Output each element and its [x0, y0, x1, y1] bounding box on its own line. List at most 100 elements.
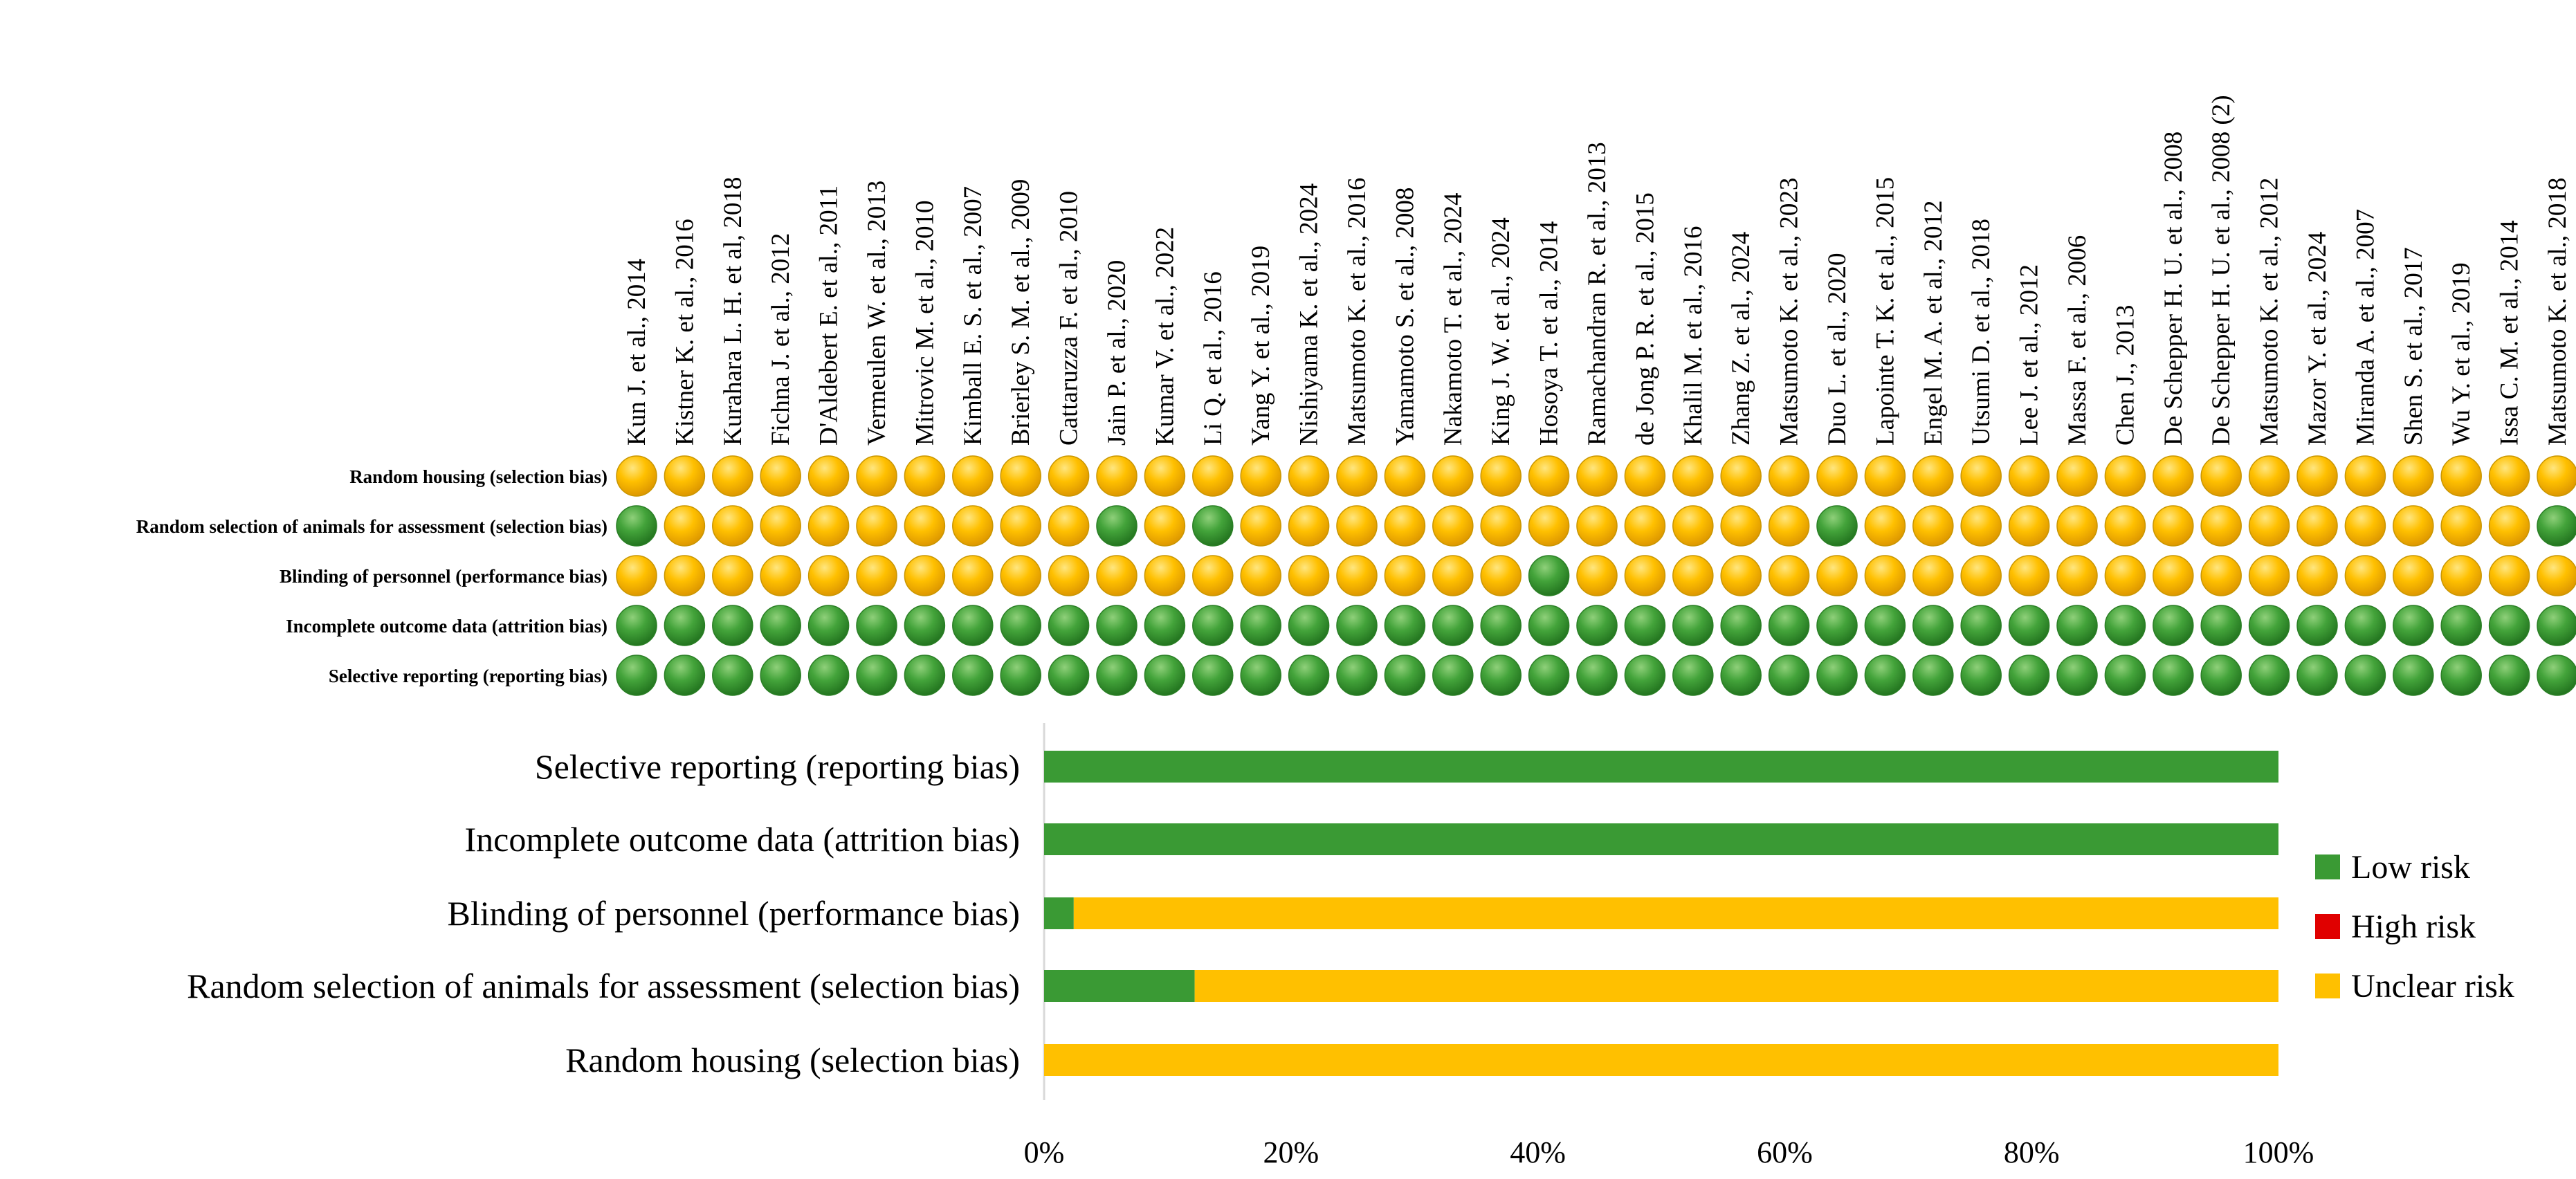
rating-dot-unclear	[616, 455, 657, 497]
graph-category-label: Blinding of personnel (performance bias)	[447, 894, 1020, 933]
study-label: Matsumoto K. et al., 2018	[2543, 178, 2572, 446]
rating-dot-unclear	[1384, 505, 1426, 547]
rating-dot-unclear	[2296, 455, 2338, 497]
rating-dot-low	[904, 655, 946, 696]
rating-dot-unclear	[2056, 555, 2098, 596]
rating-dot-unclear	[1816, 455, 1858, 497]
bar-low	[1044, 970, 1195, 1002]
study-label: Nakamoto T. et al., 2024	[1439, 193, 1468, 446]
study-label: Engel M. A. et al., 2012	[1919, 200, 1948, 446]
rating-dot-low	[1192, 605, 1234, 646]
rating-dot-low	[1960, 605, 2002, 646]
rating-dot-unclear	[1720, 555, 1762, 596]
rating-dot-unclear	[2008, 455, 2050, 497]
rating-dot-unclear	[2104, 555, 2146, 596]
rating-dot-low	[1864, 655, 1906, 696]
rating-dot-unclear	[1288, 455, 1330, 497]
rating-dot-low	[1624, 605, 1666, 646]
study-label: Kun J. et al., 2014	[623, 259, 651, 446]
rating-dot-low	[2296, 655, 2338, 696]
rating-dot-unclear	[1768, 455, 1810, 497]
rating-dot-unclear	[2344, 455, 2386, 497]
study-label: de Jong P. R. et al., 2015	[1631, 192, 1659, 446]
rating-dot-unclear	[760, 505, 801, 547]
rating-dot-low	[2344, 655, 2386, 696]
rating-dot-unclear	[1624, 555, 1666, 596]
rating-dot-unclear	[1576, 455, 1618, 497]
study-label: Shen S. et al., 2017	[2400, 247, 2428, 446]
study-label: Issa C. M. et al., 2014	[2496, 220, 2524, 446]
study-label: Yang Y. et al., 2019	[1247, 246, 1275, 446]
rating-dot-unclear	[1000, 455, 1041, 497]
graph-category-label: Selective reporting (reporting bias)	[535, 747, 1020, 786]
rating-dot-low	[1528, 655, 1570, 696]
rating-dot-low	[760, 605, 801, 646]
rating-dot-unclear	[807, 555, 850, 596]
rating-dot-unclear	[1384, 555, 1426, 596]
rating-dot-low	[1096, 605, 1138, 646]
study-label: Duo L. et al., 2020	[1823, 253, 1852, 446]
rating-dot-unclear	[2153, 505, 2194, 547]
rating-dot-unclear	[807, 455, 850, 497]
rating-dot-low	[2008, 655, 2050, 696]
rating-dot-unclear	[2104, 505, 2146, 547]
rating-dot-unclear	[1480, 505, 1522, 547]
rating-dot-low	[760, 655, 801, 696]
graph-category-label: Random housing (selection bias)	[565, 1041, 1020, 1079]
rating-dot-unclear	[2008, 505, 2050, 547]
bar-low	[1044, 751, 2278, 783]
risk-of-bias-graph: Selective reporting (reporting bias) Inco…	[187, 723, 2514, 1169]
study-label: Miranda A. et al., 2007	[2351, 209, 2379, 446]
rating-dot-unclear	[1912, 455, 1954, 497]
rating-dot-low	[2393, 655, 2434, 696]
rating-dot-unclear	[856, 555, 897, 596]
study-label: Li Q. et al., 2016	[1199, 271, 1227, 446]
rating-dot-unclear	[1864, 555, 1906, 596]
rating-dot-low	[1528, 605, 1570, 646]
study-label: Nishiyama K. et al., 2024	[1295, 183, 1324, 446]
rating-dot-low	[2056, 605, 2098, 646]
study-label: De Schepper H. U. et al., 2008 (2)	[2207, 95, 2236, 446]
rating-dot-low	[1336, 655, 1378, 696]
rating-dot-unclear	[1720, 455, 1762, 497]
rating-dot-unclear	[1192, 455, 1234, 497]
rating-dot-low	[2296, 605, 2338, 646]
rating-dot-low	[1048, 655, 1090, 696]
bar-low	[1044, 823, 2278, 855]
rating-dot-low	[1480, 655, 1522, 696]
rating-dot-unclear	[2344, 505, 2386, 547]
graph-category-label: Random selection of animals for assessme…	[187, 967, 1020, 1005]
rating-dot-low	[2537, 505, 2576, 547]
rating-dot-unclear	[2296, 555, 2338, 596]
rating-dot-unclear	[2248, 455, 2290, 497]
rating-dot-unclear	[1240, 555, 1281, 596]
rating-dot-low	[1336, 605, 1378, 646]
rating-dot-unclear	[1816, 555, 1858, 596]
rating-dot-unclear	[2440, 555, 2482, 596]
study-label: Vermeulen W. et al., 2013	[863, 181, 891, 446]
graph-bars	[1044, 751, 2278, 1076]
graph-tick-labels: 0% 20% 40% 60% 80% 100%	[1024, 1135, 2314, 1169]
bar-unclear	[1073, 897, 2278, 929]
rating-dot-low	[1432, 655, 1474, 696]
study-label: Mitrovic M. et al., 2010	[911, 200, 939, 446]
rating-dot-low	[1240, 605, 1281, 646]
rating-dot-unclear	[2153, 555, 2194, 596]
rating-dot-low	[807, 655, 850, 696]
rating-dot-unclear	[807, 505, 850, 547]
graph-tick-label: 20%	[1263, 1135, 1319, 1169]
rating-dot-low	[1096, 505, 1138, 547]
rating-dot-unclear	[2393, 455, 2434, 497]
rating-dot-low	[2488, 605, 2530, 646]
rating-dot-unclear	[712, 505, 753, 547]
legend-swatch-unclear	[2315, 974, 2340, 998]
rating-dot-low	[2344, 605, 2386, 646]
rating-dot-unclear	[856, 455, 897, 497]
rating-dot-low	[1672, 605, 1714, 646]
graph-tick-label: 100%	[2243, 1135, 2314, 1169]
rating-dot-unclear	[1864, 455, 1906, 497]
rating-dot-unclear	[1144, 505, 1186, 547]
rating-dot-unclear	[664, 455, 706, 497]
rating-dot-low	[664, 655, 706, 696]
